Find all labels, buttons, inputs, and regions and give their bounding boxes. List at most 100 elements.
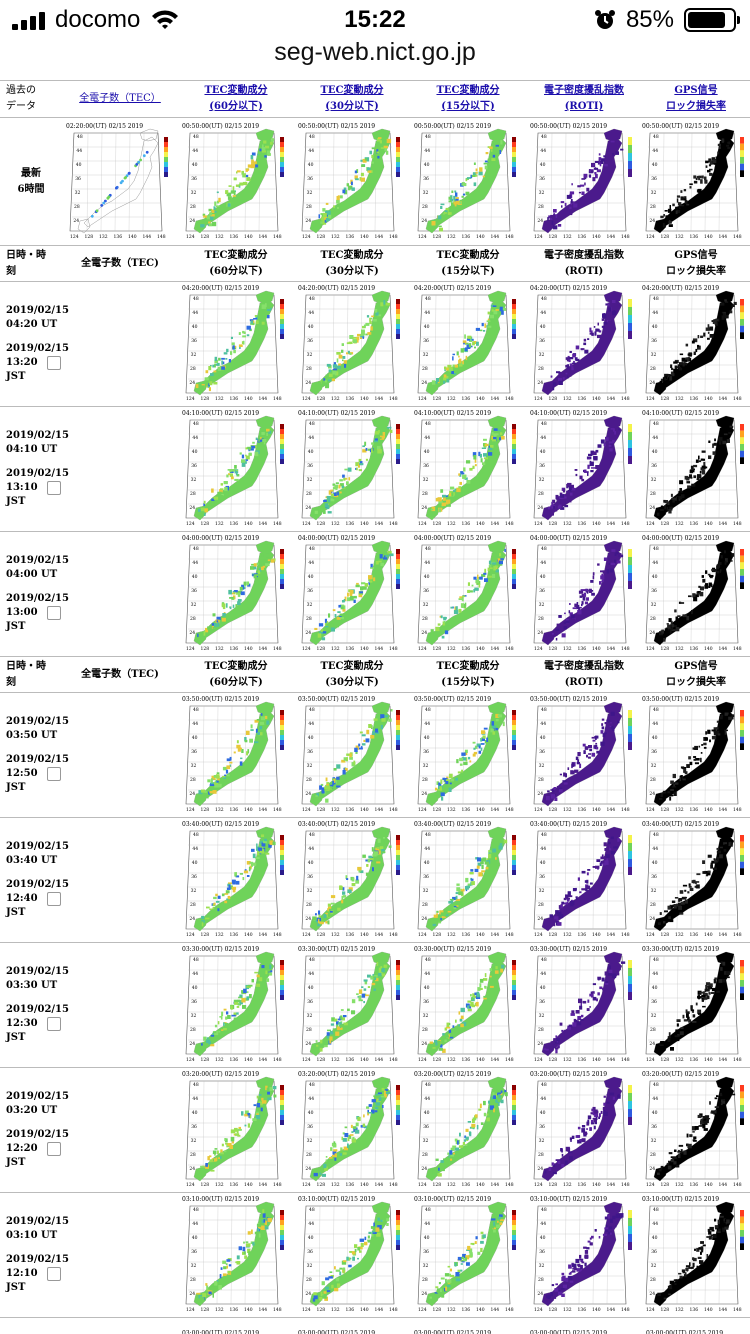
roti-map[interactable]: 03:30:00(UT) 02/15 2019 48 44 40 36 32 28 24 124… xyxy=(530,946,638,1064)
tec30-link[interactable]: TEC変動成分 (30分以下) xyxy=(320,85,383,112)
tec30-map[interactable]: 03:10:00(UT) 02/15 2019 48 44 40 36 32 28 24 124… xyxy=(298,1196,406,1314)
tec15-map[interactable]: 04:10:00(UT) 02/15 2019 48 44 40 36 32 28 24 124… xyxy=(414,410,522,528)
tec30-map[interactable]: 03:40:00(UT) 02/15 2019 48 44 40 36 32 28 24 124… xyxy=(298,821,406,939)
tec60-map[interactable]: 03:10:00(UT) 02/15 2019 48 44 40 36 32 28 24 124… xyxy=(182,1196,290,1314)
row-checkbox[interactable] xyxy=(47,481,61,495)
tec30-map[interactable]: 03:50:00(UT) 02/15 2019 48 44 40 36 32 28 24 124… xyxy=(298,696,406,814)
gps-map[interactable]: 04:20:00(UT) 02/15 2019 48 44 40 36 32 28 24 124… xyxy=(642,285,750,403)
lat-label: 44 xyxy=(76,148,82,154)
tec60-map[interactable]: 03:50:00(UT) 02/15 2019 48 44 40 36 32 28 24 124… xyxy=(182,696,290,814)
tec30-map[interactable]: 04:20:00(UT) 02/15 2019 48 44 40 36 32 28 24 124… xyxy=(298,285,406,403)
data-speckle xyxy=(364,1125,367,1129)
gps-map[interactable]: 00:50:00(UT) 02/15 2019 48 44 40 36 32 28 24 124… xyxy=(642,123,750,241)
lat-label: 24 xyxy=(649,218,655,224)
tec60-map-cell: 03:50:00(UT) 02/15 2019 48 44 40 36 32 28 24 124… xyxy=(178,696,294,814)
tec30-map[interactable]: 03:20:00(UT) 02/15 2019 48 44 40 36 32 28 24 124… xyxy=(298,1071,406,1189)
row-checkbox[interactable] xyxy=(47,767,61,781)
data-speckle xyxy=(333,368,337,371)
tec15-map[interactable]: 03:50:00(UT) 02/15 2019 48 44 40 36 32 28 24 124… xyxy=(414,696,522,814)
data-speckle xyxy=(470,174,473,178)
data-speckle xyxy=(358,469,362,472)
row-checkbox[interactable] xyxy=(47,892,61,906)
tec30-map[interactable]: 00:50:00(UT) 02/15 2019 48 44 40 36 32 28 24 124… xyxy=(298,123,406,241)
tec60-map[interactable]: 03:40:00(UT) 02/15 2019 48 44 40 36 32 28 24 124… xyxy=(182,821,290,939)
data-speckle xyxy=(204,513,206,516)
gps-map[interactable]: 04:10:00(UT) 02/15 2019 48 44 40 36 32 28 24 124… xyxy=(642,410,750,528)
map-gridline xyxy=(318,544,321,644)
lon-label: 144 xyxy=(491,646,500,652)
tec-link[interactable]: 全電子数（TEC） xyxy=(79,93,161,104)
data-speckle xyxy=(329,1157,333,1159)
data-speckle xyxy=(382,432,386,436)
data-speckle xyxy=(243,1241,245,1244)
tec60-map[interactable]: 03:20:00(UT) 02/15 2019 48 44 40 36 32 28 24 124… xyxy=(182,1071,290,1189)
tec-map[interactable]: 02:20:00(UT) 02/15 2019 48 44 40 36 32 28 24 124… xyxy=(66,123,174,241)
tec60-map[interactable]: 04:10:00(UT) 02/15 2019 48 44 40 36 32 28 24 124… xyxy=(182,410,290,528)
tec15-link[interactable]: TEC変動成分 (15分以下) xyxy=(436,85,499,112)
lon-label: 140 xyxy=(704,646,713,652)
roti-map[interactable]: 00:50:00(UT) 02/15 2019 48 44 40 36 32 28 24 124… xyxy=(530,123,638,241)
gps-map[interactable]: 03:30:00(UT) 02/15 2019 48 44 40 36 32 28 24 124… xyxy=(642,946,750,1064)
lat-label: 44 xyxy=(192,310,198,316)
roti-map[interactable]: 03:20:00(UT) 02/15 2019 48 44 40 36 32 28 24 124… xyxy=(530,1071,638,1189)
tec15-map[interactable]: 04:20:00(UT) 02/15 2019 48 44 40 36 32 28 24 124… xyxy=(414,285,522,403)
data-speckle xyxy=(444,209,448,212)
colorbar-segment xyxy=(512,740,516,745)
gps-map[interactable]: 03:50:00(UT) 02/15 2019 48 44 40 36 32 28 24 124… xyxy=(642,696,750,814)
tec30-map[interactable]: 04:00:00(UT) 02/15 2019 48 44 40 36 32 28 24 124… xyxy=(298,535,406,653)
data-speckle xyxy=(489,985,494,988)
coastline xyxy=(139,128,159,141)
tec30-map[interactable]: 03:30:00(UT) 02/15 2019 48 44 40 36 32 28 24 124… xyxy=(298,946,406,1064)
row-checkbox[interactable] xyxy=(47,1267,61,1281)
tec60-map[interactable]: 00:50:00(UT) 02/15 2019 48 44 40 36 32 28 24 124… xyxy=(182,123,290,241)
gps-link[interactable]: GPS信号 ロック損失率 xyxy=(666,85,726,112)
row-checkbox[interactable] xyxy=(47,356,61,370)
tec60-map[interactable]: 04:20:00(UT) 02/15 2019 48 44 40 36 32 28 24 124… xyxy=(182,285,290,403)
row-checkbox[interactable] xyxy=(47,606,61,620)
gps-map[interactable]: 04:00:00(UT) 02/15 2019 48 44 40 36 32 28 24 124… xyxy=(642,535,750,653)
data-speckle xyxy=(705,164,708,168)
row-checkbox[interactable] xyxy=(47,1142,61,1156)
data-speckle xyxy=(588,588,592,593)
tec60-map[interactable]: 04:00:00(UT) 02/15 2019 48 44 40 36 32 28 24 124… xyxy=(182,535,290,653)
tec60-link[interactable]: TEC変動成分 (60分以下) xyxy=(204,85,267,112)
tec15-map[interactable]: 00:50:00(UT) 02/15 2019 48 44 40 36 32 28 24 124… xyxy=(414,123,522,241)
lon-label: 136 xyxy=(462,807,471,813)
data-speckle xyxy=(590,330,593,333)
colorbar-segment xyxy=(280,166,284,172)
tec60-map[interactable]: 03:30:00(UT) 02/15 2019 48 44 40 36 32 28 24 124… xyxy=(182,946,290,1064)
data-speckle xyxy=(205,627,209,633)
data-speckle xyxy=(377,838,381,843)
tec15-map[interactable]: 03:10:00(UT) 02/15 2019 48 44 40 36 32 28 24 124… xyxy=(414,1196,522,1314)
data-speckle xyxy=(251,159,254,164)
roti-map[interactable]: 04:00:00(UT) 02/15 2019 48 44 40 36 32 28 24 124… xyxy=(530,535,638,653)
data-speckle xyxy=(259,841,263,844)
jst-label: JST xyxy=(6,782,26,793)
gps-map[interactable]: 03:20:00(UT) 02/15 2019 48 44 40 36 32 28 24 124… xyxy=(642,1071,750,1189)
data-speckle xyxy=(483,438,487,441)
data-speckle xyxy=(572,353,576,358)
roti-link[interactable]: 電子密度擾乱指数 (ROTI) xyxy=(544,85,624,112)
roti-map[interactable]: 04:10:00(UT) 02/15 2019 48 44 40 36 32 28 24 124… xyxy=(530,410,638,528)
past-data-label: 過去の データ xyxy=(0,83,62,115)
tec15-map[interactable]: 03:20:00(UT) 02/15 2019 48 44 40 36 32 28 24 124… xyxy=(414,1071,522,1189)
row-checkbox[interactable] xyxy=(47,1017,61,1031)
data-speckle xyxy=(676,1038,680,1042)
data-speckle xyxy=(490,304,494,307)
colorbar-segment xyxy=(740,169,744,177)
colorbar-segment xyxy=(280,1225,284,1230)
roti-map[interactable]: 04:20:00(UT) 02/15 2019 48 44 40 36 32 28 24 124… xyxy=(530,285,638,403)
roti-map[interactable]: 03:50:00(UT) 02/15 2019 48 44 40 36 32 28 24 124… xyxy=(530,696,638,814)
tec15-map[interactable]: 04:00:00(UT) 02/15 2019 48 44 40 36 32 28 24 124… xyxy=(414,535,522,653)
tec15-map[interactable]: 03:30:00(UT) 02/15 2019 48 44 40 36 32 28 24 124… xyxy=(414,946,522,1064)
url-bar[interactable]: seg-web.nict.go.jp xyxy=(274,38,476,66)
gps-map[interactable]: 03:40:00(UT) 02/15 2019 48 44 40 36 32 28 24 124… xyxy=(642,821,750,939)
map-gridline xyxy=(578,1080,581,1180)
data-speckle xyxy=(591,994,594,998)
data-speckle xyxy=(357,1247,361,1251)
tec15-map[interactable]: 03:40:00(UT) 02/15 2019 48 44 40 36 32 28 24 124… xyxy=(414,821,522,939)
data-speckle xyxy=(318,623,324,627)
roti-map[interactable]: 03:40:00(UT) 02/15 2019 48 44 40 36 32 28 24 124… xyxy=(530,821,638,939)
lon-label: 136 xyxy=(690,807,699,813)
tec30-map[interactable]: 04:10:00(UT) 02/15 2019 48 44 40 36 32 28 24 124… xyxy=(298,410,406,528)
